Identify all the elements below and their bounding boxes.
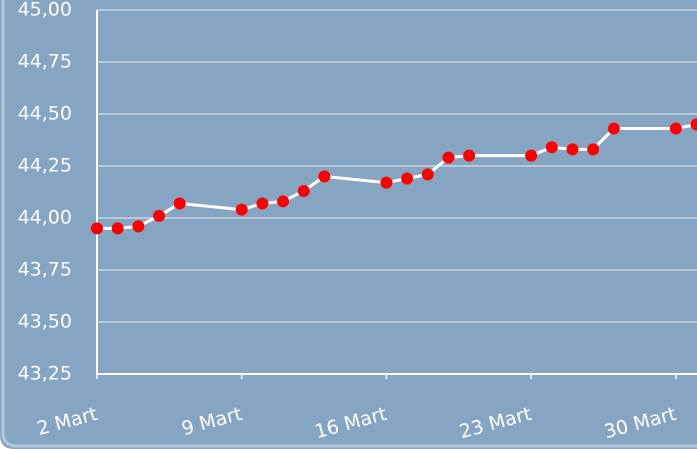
marker bbox=[545, 141, 558, 154]
marker bbox=[91, 222, 103, 235]
y-tick-label: 44,25 bbox=[18, 155, 72, 177]
marker bbox=[690, 118, 697, 131]
y-tick-label: 43,50 bbox=[18, 311, 72, 333]
y-tick-label: 44,75 bbox=[18, 51, 72, 73]
marker bbox=[297, 184, 310, 197]
line bbox=[97, 122, 697, 230]
marker bbox=[256, 197, 269, 210]
y-tick-label: 45,00 bbox=[18, 0, 72, 21]
y-tick-label: 44,00 bbox=[18, 207, 72, 229]
marker bbox=[153, 209, 166, 222]
marker bbox=[607, 122, 620, 135]
y-tick-label: 43,25 bbox=[18, 363, 72, 385]
y-tick-label: 44,50 bbox=[18, 103, 72, 125]
marker bbox=[442, 151, 455, 164]
marker bbox=[277, 195, 290, 208]
marker bbox=[566, 143, 579, 156]
marker bbox=[132, 220, 145, 233]
marker bbox=[587, 143, 600, 156]
marker bbox=[111, 222, 124, 235]
marker bbox=[173, 197, 186, 210]
marker bbox=[525, 149, 538, 162]
marker bbox=[463, 149, 476, 162]
marker bbox=[318, 170, 331, 183]
marker bbox=[669, 122, 682, 135]
marker bbox=[380, 176, 393, 189]
y-tick-label: 43,75 bbox=[18, 259, 72, 281]
marker bbox=[235, 203, 248, 216]
marker bbox=[421, 168, 434, 181]
marker bbox=[401, 172, 414, 185]
